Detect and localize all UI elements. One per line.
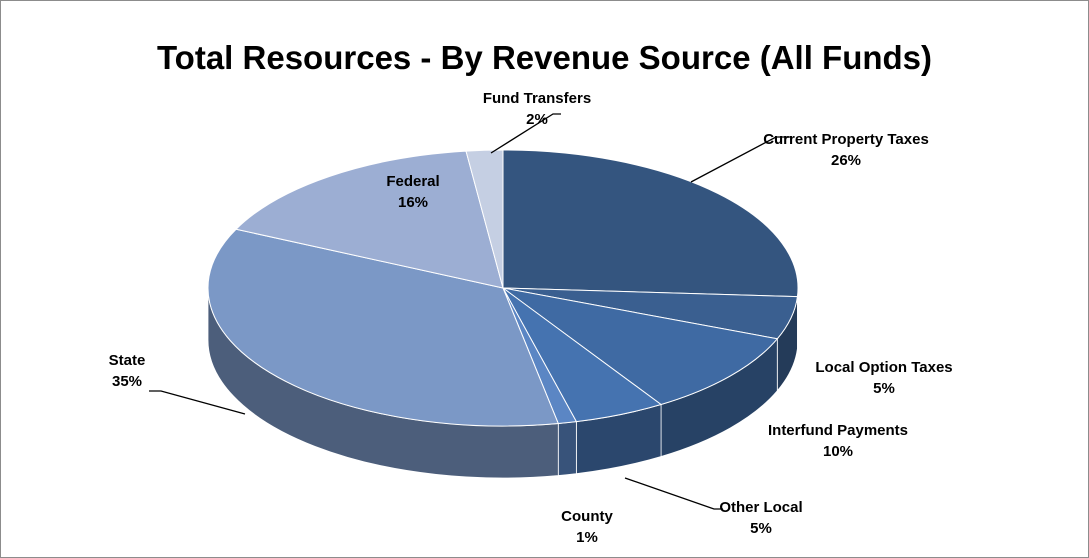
slice-label: Interfund Payments 10%	[738, 420, 938, 462]
slice-side	[557, 421, 577, 476]
pie-slice	[502, 287, 779, 406]
slice-label: Local Option Taxes 5%	[784, 357, 984, 399]
slice-name: State	[108, 352, 146, 369]
chart-title: Total Resources - By Revenue Source (All…	[156, 39, 933, 76]
slice-tops	[207, 149, 799, 427]
leader-line	[149, 390, 246, 415]
slice-value: 5%	[750, 520, 772, 537]
slice-name: Other Local	[719, 499, 803, 516]
slice-value: 16%	[397, 194, 429, 211]
slice-label: County 1%	[537, 506, 637, 548]
slice-value: 1%	[576, 529, 598, 546]
slice-name: County	[561, 508, 613, 525]
pie-slice	[465, 149, 504, 289]
slice-name: Fund Transfers	[482, 90, 592, 107]
pie-slice	[235, 150, 504, 289]
slice-name: Local Option Taxes	[815, 359, 953, 376]
pie-slice	[207, 228, 559, 427]
slice-value: 2%	[526, 111, 548, 128]
slice-name: Federal	[386, 173, 440, 190]
slice-name: Current Property Taxes	[763, 131, 929, 148]
slice-value: 35%	[111, 373, 143, 390]
slice-value: 5%	[873, 380, 895, 397]
slice-label: Federal 16%	[363, 171, 463, 213]
slice-label: Current Property Taxes 26%	[761, 129, 931, 171]
leader-line	[624, 477, 723, 510]
leader-line	[490, 113, 561, 154]
slice-name: Interfund Payments	[767, 422, 909, 439]
slice-label: State 35%	[87, 350, 167, 392]
slice-value: 26%	[830, 152, 862, 169]
slice-value: 10%	[822, 443, 854, 460]
leader-line	[690, 136, 791, 183]
slice-label: Fund Transfers 2%	[457, 88, 617, 130]
pie-slice	[502, 149, 799, 298]
leader-lines	[149, 113, 791, 510]
slice-label: Other Local 5%	[691, 497, 831, 539]
